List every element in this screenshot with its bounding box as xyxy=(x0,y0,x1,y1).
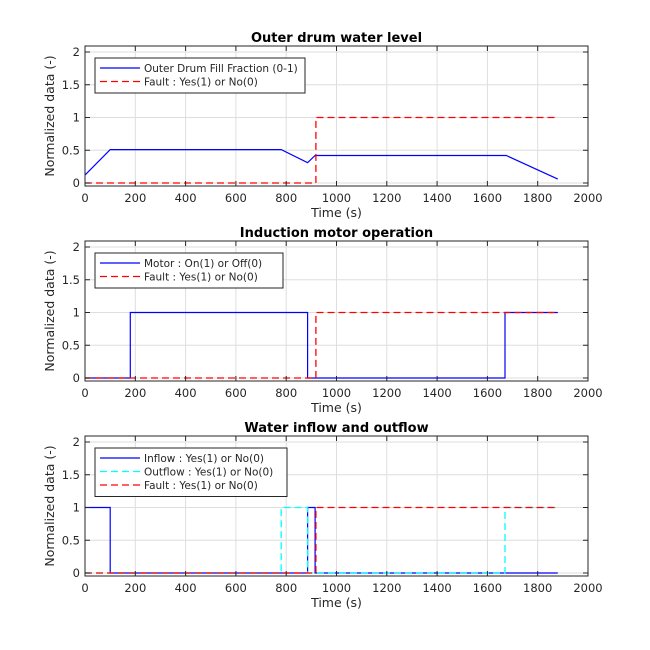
series-line-1 xyxy=(84,149,559,180)
y-axis-label: Normalized data (-) xyxy=(42,55,57,176)
x-tick-label: 800 xyxy=(275,581,297,595)
legend-entry: Inflow : Yes(1) or No(0) xyxy=(144,453,264,465)
y-tick-label: 0 xyxy=(73,371,80,385)
subplot-1: 0 200 400 600 800 1000 1200 1400 1600 1800 2000 0 0.… xyxy=(42,31,603,220)
x-tick-label: 1800 xyxy=(523,191,552,205)
legend-box xyxy=(94,252,284,289)
series-line-2 xyxy=(85,311,558,379)
x-tick-label: 1800 xyxy=(523,386,552,400)
legend-entry: Outflow : Yes(1) or No(0) xyxy=(144,467,273,479)
chart-title: Water inflow and outflow xyxy=(244,421,428,436)
x-tick-label: 800 xyxy=(275,191,297,205)
x-tick-label: 1600 xyxy=(473,191,502,205)
x-tick-label: 1000 xyxy=(322,191,351,205)
series-line-2 xyxy=(85,116,558,184)
subplot-2: 0 200 400 600 800 1000 1200 1400 1600 1800 2000 0 0.… xyxy=(42,226,603,415)
series-line-3 xyxy=(85,506,558,574)
legend-box xyxy=(94,57,306,94)
x-tick-label: 1400 xyxy=(422,581,451,595)
legend-box xyxy=(94,447,288,497)
x-axis-label: Time (s) xyxy=(310,400,362,415)
y-tick-label: 0.5 xyxy=(62,338,80,352)
x-tick-label: 400 xyxy=(175,581,197,595)
y-axis-label: Normalized data (-) xyxy=(42,250,57,371)
y-tick-label: 1.5 xyxy=(62,468,80,482)
y-tick-label: 0.5 xyxy=(62,143,80,157)
y-axis-label: Normalized data (-) xyxy=(42,445,57,566)
y-tick-label: 0 xyxy=(73,566,80,580)
y-tick-label: 1.5 xyxy=(62,273,80,287)
chart-title: Induction motor operation xyxy=(240,226,433,241)
x-tick-label: 1600 xyxy=(473,386,502,400)
x-tick-label: 1200 xyxy=(372,581,401,595)
series-line-1 xyxy=(85,311,558,379)
x-axis-label: Time (s) xyxy=(310,205,362,220)
y-tick-label: 1 xyxy=(73,306,80,320)
subplot-3: 0 200 400 600 800 1000 1200 1400 1600 1800 2000 0 0.… xyxy=(42,421,603,610)
y-tick-label: 0 xyxy=(73,176,80,190)
y-tick-label: 2 xyxy=(73,435,80,449)
x-tick-label: 1200 xyxy=(372,191,401,205)
x-tick-label: 0 xyxy=(81,386,88,400)
series-line-2 xyxy=(85,506,558,574)
x-tick-label: 1600 xyxy=(473,581,502,595)
x-tick-label: 1400 xyxy=(422,386,451,400)
x-tick-label: 1800 xyxy=(523,581,552,595)
legend: Outer Drum Fill Fraction (0-1) Fault : Ye… xyxy=(94,57,306,94)
chart-title: Outer drum water level xyxy=(251,31,422,46)
legend-entry: Motor : On(1) or Off(0) xyxy=(144,258,262,270)
y-tick-label: 2 xyxy=(73,45,80,59)
x-tick-label: 0 xyxy=(81,581,88,595)
legend: Inflow : Yes(1) or No(0) Outflow : Yes(1)… xyxy=(94,447,288,497)
legend-entry: Fault : Yes(1) or No(0) xyxy=(144,272,258,284)
legend: Motor : On(1) or Off(0) Fault : Yes(1) or… xyxy=(94,252,284,289)
legend-entry: Fault : Yes(1) or No(0) xyxy=(144,77,258,89)
x-tick-label: 2000 xyxy=(573,386,602,400)
x-tick-label: 400 xyxy=(175,386,197,400)
y-tick-label: 2 xyxy=(73,240,80,254)
x-tick-label: 200 xyxy=(124,191,146,205)
legend-entry: Fault : Yes(1) or No(0) xyxy=(144,480,258,492)
x-tick-label: 1200 xyxy=(372,386,401,400)
x-tick-label: 600 xyxy=(225,581,247,595)
y-tick-label: 1 xyxy=(73,111,80,125)
x-tick-label: 400 xyxy=(175,191,197,205)
y-tick-label: 1 xyxy=(73,501,80,515)
x-axis-label: Time (s) xyxy=(310,595,362,610)
x-tick-label: 1000 xyxy=(322,386,351,400)
x-tick-label: 800 xyxy=(275,386,297,400)
x-tick-label: 200 xyxy=(124,386,146,400)
x-tick-label: 200 xyxy=(124,581,146,595)
x-tick-label: 2000 xyxy=(573,191,602,205)
legend-entry: Outer Drum Fill Fraction (0-1) xyxy=(144,63,298,75)
x-tick-label: 0 xyxy=(81,191,88,205)
y-tick-label: 1.5 xyxy=(62,78,80,92)
x-tick-label: 1400 xyxy=(422,191,451,205)
x-tick-label: 2000 xyxy=(573,581,602,595)
x-tick-label: 1000 xyxy=(322,581,351,595)
y-tick-label: 0.5 xyxy=(62,533,80,547)
x-tick-label: 600 xyxy=(225,386,247,400)
x-tick-label: 600 xyxy=(225,191,247,205)
